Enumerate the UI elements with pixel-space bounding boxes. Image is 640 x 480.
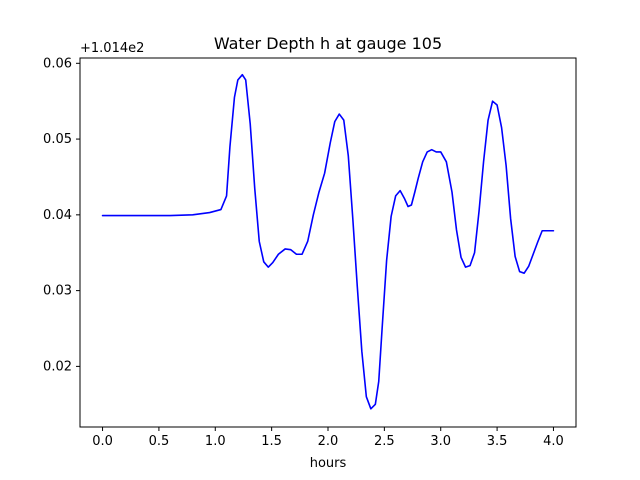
x-tick-label: 2.5: [374, 434, 395, 449]
series-line: [101, 73, 555, 410]
x-tick-label: 2.0: [318, 434, 339, 449]
y-tick-label: 0.05: [43, 132, 72, 147]
y-tick-label: 0.02: [43, 359, 72, 374]
y-tick-label: 0.03: [43, 284, 72, 299]
x-tick-label: 3.0: [430, 434, 451, 449]
plot-frame: [79, 57, 577, 428]
y-tick-label: 0.04: [43, 208, 72, 223]
plot-layer: 0.0 0.5 1.0 1.5 2.0 2.5 3.0 3.5 4.0 0.02 0.03 0.04 0…: [43, 56, 564, 449]
chart-title: Water Depth h at gauge 105: [214, 34, 442, 53]
x-tick-label: 0.5: [149, 434, 170, 449]
x-tick-label: 0.0: [92, 434, 113, 449]
y-tick-label: 0.06: [43, 56, 72, 71]
x-tick-label: 1.5: [261, 434, 282, 449]
y-axis-offset-label: +1.014e2: [80, 41, 144, 56]
x-tick-label: 4.0: [543, 434, 564, 449]
x-axis-label: hours: [310, 456, 347, 471]
x-tick-label: 1.0: [205, 434, 226, 449]
x-tick-label: 3.5: [487, 434, 508, 449]
